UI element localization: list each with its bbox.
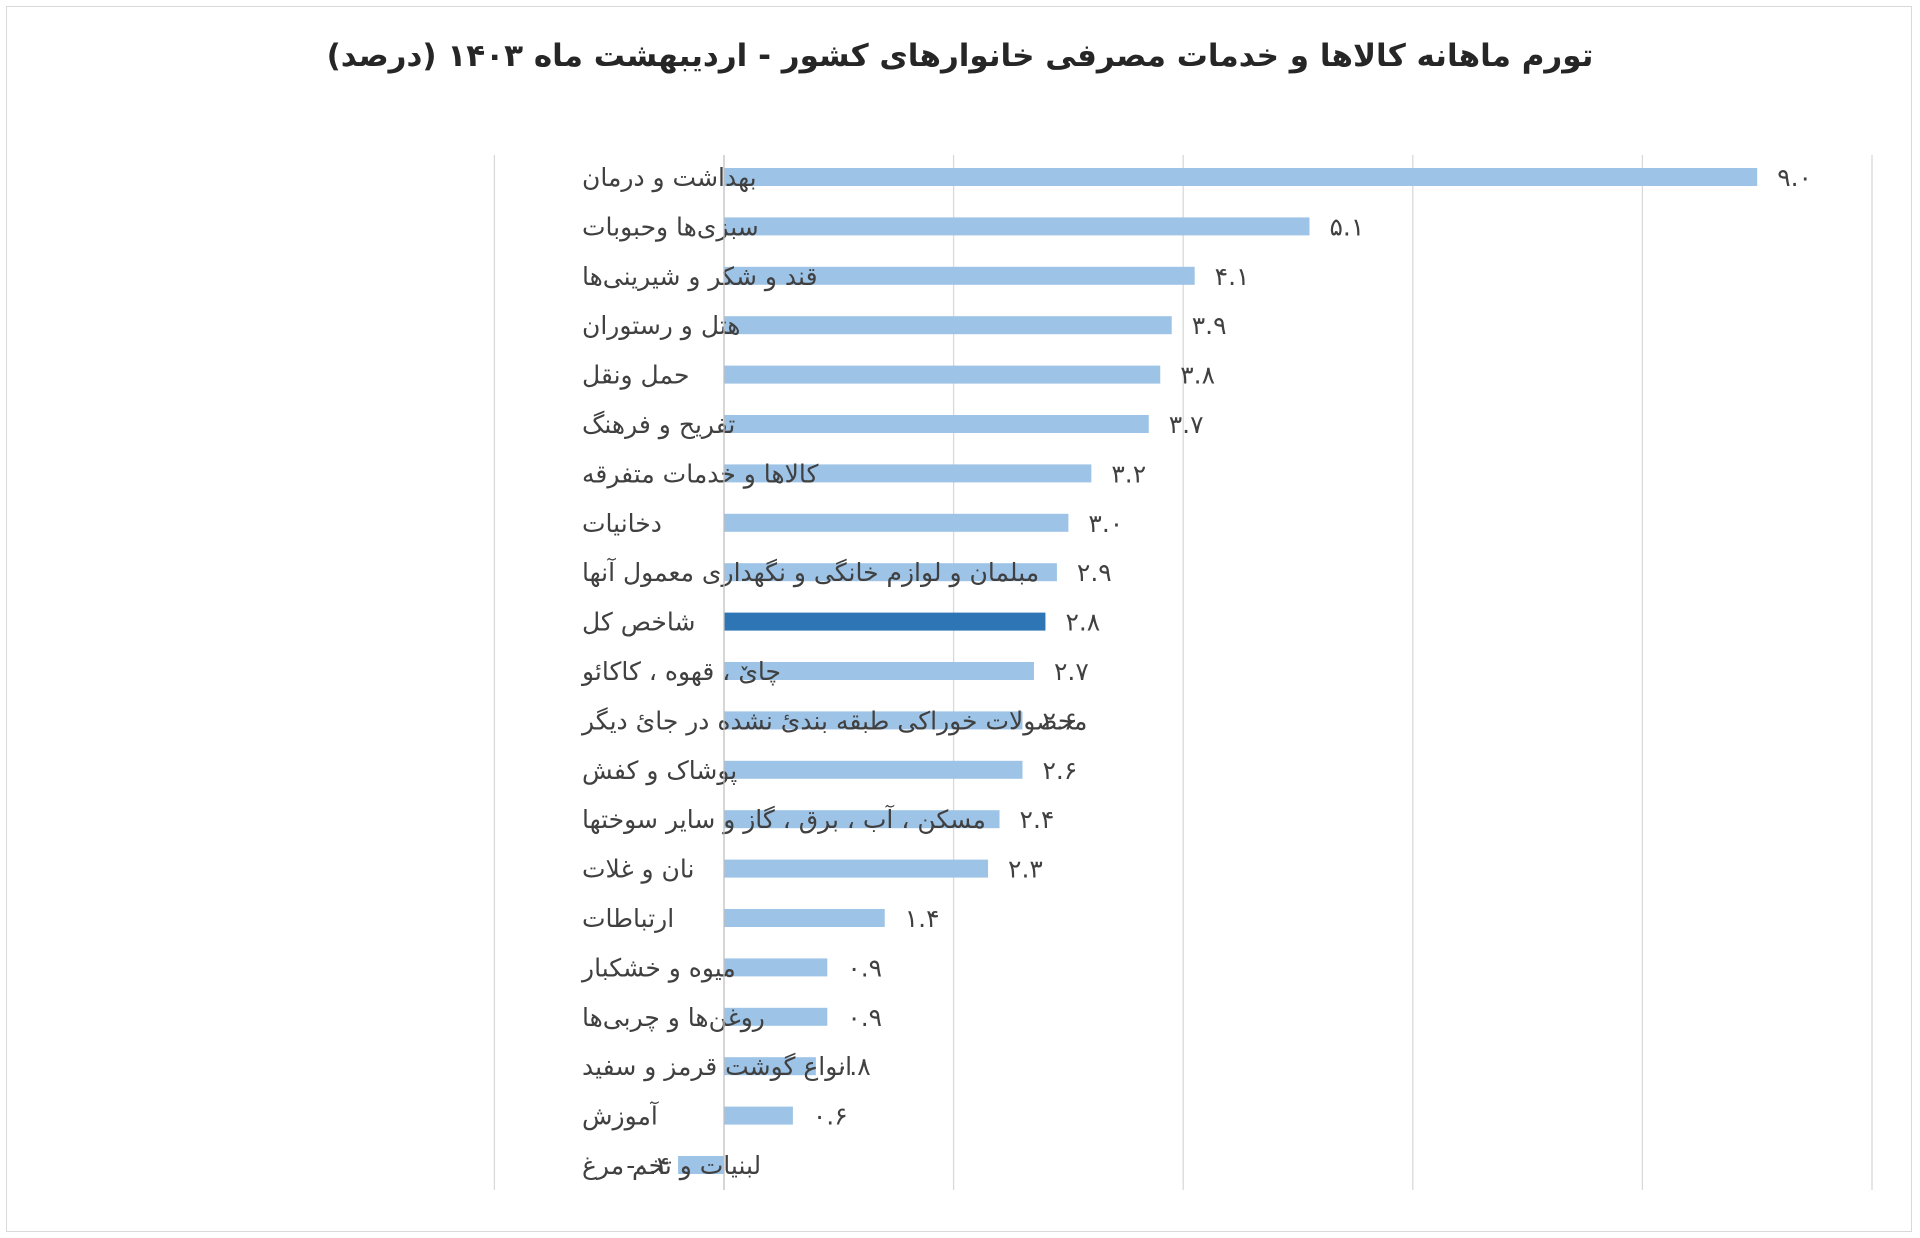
category-label: دخانیات — [582, 509, 662, 538]
bar — [724, 760, 1023, 779]
data-label: -۰.۴ — [626, 1151, 670, 1180]
data-label: ۳.۰ — [1088, 509, 1123, 538]
category-label: ارتباطات — [582, 904, 674, 933]
bar — [724, 810, 1000, 829]
data-label: ۲.۹ — [1077, 558, 1112, 587]
bar — [724, 859, 989, 878]
bar — [724, 316, 1172, 335]
chart-title: تورم ماهانه کالاها و خدمات مصرفی خانواره… — [326, 38, 1594, 74]
bar — [724, 612, 1046, 631]
bar — [678, 1156, 724, 1174]
category-label: آموزش — [582, 1101, 659, 1131]
bar — [724, 662, 1034, 680]
bar — [724, 513, 1069, 532]
data-label: ۰.۸ — [836, 1052, 871, 1081]
category-label: سبزی‌ها وحبوبات — [582, 212, 759, 242]
bar — [724, 365, 1161, 384]
data-label: ۲.۸ — [1065, 608, 1100, 637]
data-label: ۲.۷ — [1054, 657, 1089, 686]
data-label: ۰.۹ — [847, 953, 882, 982]
bar — [724, 563, 1057, 582]
category-label: نان و غلات — [582, 855, 694, 885]
data-label: ۴.۱ — [1215, 262, 1250, 291]
data-label: ۳.۲ — [1111, 459, 1146, 488]
category-label: کالاها و خدمات متفرقه — [582, 459, 818, 489]
bar — [724, 415, 1149, 433]
category-label: بهداشت و درمان — [582, 163, 757, 193]
bar — [724, 1057, 816, 1076]
data-label: ۰.۹ — [847, 1003, 882, 1032]
bar — [724, 711, 1023, 730]
category-label: لبنیات و تخم مرغ — [582, 1151, 761, 1181]
category-label: مسکن ، آب ، برق ، گاز و سایر سوختها — [582, 804, 986, 835]
category-label: شاخص کل — [582, 608, 695, 637]
data-label: ۰.۶ — [813, 1102, 848, 1131]
bar — [724, 909, 885, 927]
category-label: محصولات خوراکی طبقه بندیٔ نشده در جایٔ د… — [580, 706, 1087, 735]
category-label: پوشاک و کفش — [582, 756, 737, 786]
data-label: ۳.۷ — [1169, 410, 1204, 439]
category-label: چاێ ، قهوه ، کاکائو — [580, 657, 781, 687]
data-label: ۲.۶ — [1042, 706, 1077, 735]
data-label: ۹.۰ — [1777, 163, 1812, 192]
bar — [724, 464, 1092, 483]
bar — [724, 1007, 828, 1026]
category-label: میوه و خشکبار — [580, 953, 736, 983]
category-label: قند و شکر و شیرینی‌ها — [582, 262, 818, 292]
data-label: ۱.۴ — [905, 904, 940, 933]
category-label: انواع گوشت قرمز و سفید — [582, 1052, 852, 1082]
bar — [724, 168, 1758, 186]
category-label: حمل ونقل — [582, 361, 689, 391]
bar — [724, 266, 1195, 285]
bar — [724, 217, 1310, 236]
category-label: روغن‌ها و چربی‌ها — [582, 1003, 765, 1033]
category-label: مبلمان و لوازم خانگی و نگهداری معمول آنه… — [582, 557, 1039, 588]
data-label: ۲.۶ — [1042, 756, 1077, 785]
data-label: ۳.۸ — [1180, 361, 1215, 390]
data-label: ۲.۳ — [1008, 855, 1043, 884]
data-label: ۲.۴ — [1020, 805, 1055, 834]
data-label: ۵.۱ — [1329, 212, 1364, 241]
data-label: ۳.۹ — [1192, 311, 1227, 340]
category-label: هتل و رستوران — [582, 311, 740, 341]
category-label: تفریح و فرهنگ — [582, 410, 735, 440]
bar — [724, 958, 828, 977]
bar — [724, 1106, 793, 1125]
